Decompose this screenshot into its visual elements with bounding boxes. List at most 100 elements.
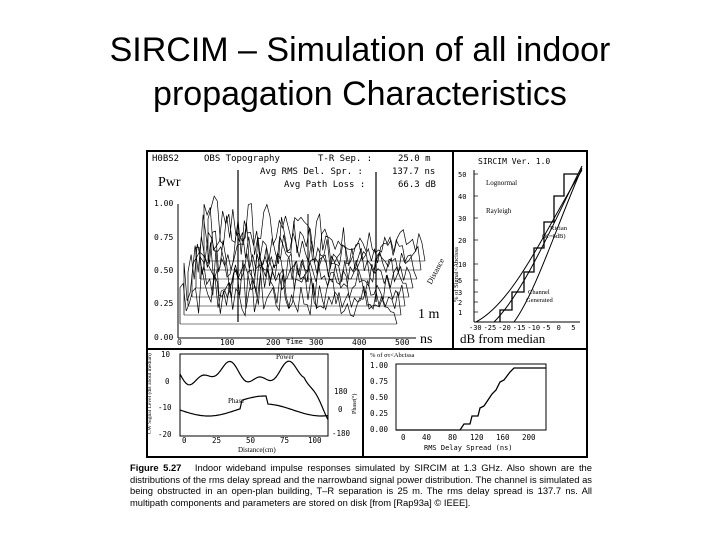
rms-delay-value: 137.7 ns bbox=[392, 167, 436, 177]
y-tick-1: 1.00 bbox=[154, 199, 174, 208]
pp-left-axis-label: CW Signal Level (dB about median) bbox=[148, 353, 153, 434]
cdf-y-tick: 2 bbox=[458, 299, 462, 307]
figure-caption: Figure 5.27 Indoor wideband impulse resp… bbox=[130, 462, 592, 508]
x-tick-0: 0 bbox=[177, 338, 182, 347]
rms-y-1: 1.00 bbox=[370, 361, 389, 370]
path-loss-label: Avg Path Loss : bbox=[284, 180, 366, 190]
x-mid-label: Time bbox=[286, 338, 303, 346]
rms-cdf-curve bbox=[396, 367, 546, 431]
tr-sep-label: T-R Sep. : bbox=[318, 154, 373, 164]
pp-x-label: Distance(cm) bbox=[238, 446, 276, 454]
cdf-y-label: % of Signal<Abcissa bbox=[454, 247, 460, 302]
rms-y-4: 0.25 bbox=[370, 409, 389, 418]
cdf-x-tick: -15 bbox=[513, 324, 526, 332]
signal-cdf-panel: 50 40 30 20 10 5 3 2 1 -30 -25 -20 -15 -10 -5 0 5 SIRCIM… bbox=[454, 152, 586, 348]
label-generated: Generated bbox=[526, 297, 553, 304]
figure-label: Figure 5.27 bbox=[130, 462, 182, 473]
pp-phase-180: 180 bbox=[334, 387, 348, 396]
cdf-y-tick: 10 bbox=[458, 261, 466, 269]
pp-tick-m20: -20 bbox=[158, 430, 172, 439]
rms-x-200: 200 bbox=[522, 433, 536, 442]
label-channel: Channel bbox=[528, 289, 550, 296]
x-tick-100: 100 bbox=[220, 338, 235, 347]
y-tick-4: 0.25 bbox=[154, 299, 174, 308]
cdf-x-tick: -20 bbox=[498, 324, 511, 332]
y-axis-title: Pwr bbox=[158, 175, 181, 190]
caption-text: Indoor wideband impulse responses simula… bbox=[130, 462, 592, 508]
rms-cdf-plot bbox=[395, 363, 547, 431]
rms-x-0: 0 bbox=[401, 433, 406, 442]
impulse-trace-2 bbox=[183, 251, 402, 316]
cdf-y-tick: 30 bbox=[458, 215, 466, 223]
phase-trace bbox=[179, 395, 329, 417]
signal-cdf-plot: 50 40 30 20 10 5 3 2 1 -30 -25 -20 -15 -10 -5 0 5 bbox=[458, 165, 583, 332]
pp-x-25: 25 bbox=[212, 436, 222, 445]
cdf-x-tick: -5 bbox=[542, 324, 550, 332]
pp-tick-10: 10 bbox=[161, 350, 171, 359]
cdf-curve-generated bbox=[499, 173, 578, 322]
label-rayleigh: Rayleigh bbox=[486, 207, 512, 215]
rms-y-label: % of στ<Abcissa bbox=[370, 352, 415, 359]
cdf-y-tick: 3 bbox=[458, 289, 462, 297]
rms-cdf-panel: % of στ<Abcissa 1.00 0.75 0.50 0.25 0.00… bbox=[364, 350, 586, 456]
impulse-response-plot bbox=[177, 170, 426, 339]
power-phase-panel: CW Signal Level (dB about median) 10 0 -… bbox=[148, 350, 362, 456]
panel-header: OBS Topography bbox=[204, 154, 280, 164]
cdf-x-tick: -10 bbox=[527, 324, 540, 332]
pp-phase-label: Phase bbox=[228, 397, 245, 405]
y-tick-5: 0.00 bbox=[154, 333, 174, 342]
cdf-y-tick: 40 bbox=[458, 193, 466, 201]
x-tick-200: 200 bbox=[266, 338, 281, 347]
rms-x-120: 120 bbox=[470, 433, 484, 442]
x-unit-label: ns bbox=[420, 332, 433, 347]
pp-x-50: 50 bbox=[246, 436, 256, 445]
slide-title-line2: propagation Characteristics bbox=[153, 75, 567, 113]
rms-y-5: 0.00 bbox=[370, 425, 389, 434]
cdf-x-tick: -30 bbox=[469, 324, 482, 332]
cdf-x-label: dB from median bbox=[460, 331, 546, 346]
distance-unit-label: 1 m bbox=[418, 307, 440, 322]
x-tick-400: 400 bbox=[352, 338, 367, 347]
cdf-x-tick: 0 bbox=[557, 324, 561, 332]
pp-frame bbox=[179, 353, 329, 437]
cdf-y-tick: 1 bbox=[458, 309, 462, 317]
cdf-title: SIRCIM Ver. 1.0 bbox=[478, 157, 551, 166]
tr-sep-value: 25.0 m bbox=[398, 154, 431, 164]
pp-phase-0: 0 bbox=[338, 405, 343, 414]
slide-title: SIRCIM – Simulation of all indoor propag… bbox=[40, 28, 680, 116]
slide-title-line1: SIRCIM – Simulation of all indoor bbox=[109, 31, 611, 69]
rms-x-160: 160 bbox=[496, 433, 510, 442]
simulation-figure: H0BS2 OBS Topography T-R Sep. : 25.0 m A… bbox=[146, 150, 588, 458]
rms-x-80: 80 bbox=[448, 433, 458, 442]
label-lognormal: Lognormal bbox=[486, 179, 518, 187]
y-tick-3: 0.50 bbox=[154, 266, 174, 275]
path-loss-value: 66.3 dB bbox=[398, 180, 436, 190]
cdf-y-tick: 20 bbox=[458, 237, 466, 245]
pp-x-0: 0 bbox=[182, 436, 187, 445]
panel-id: H0BS2 bbox=[152, 154, 180, 164]
cdf-y-tick: 50 bbox=[458, 171, 466, 179]
pp-tick-m10: -10 bbox=[158, 403, 172, 412]
rms-y-2: 0.75 bbox=[370, 377, 389, 386]
x-tick-300: 300 bbox=[309, 338, 324, 347]
label-rician-k: (K=6dB) bbox=[542, 233, 566, 240]
impulse-trace-7 bbox=[203, 204, 422, 271]
pp-x-75: 75 bbox=[280, 436, 290, 445]
rms-frame bbox=[395, 363, 547, 431]
pp-right-axis-label: Phase(°) bbox=[352, 393, 358, 414]
pp-phase-m180: -180 bbox=[332, 429, 351, 438]
x-tick-500: 500 bbox=[395, 338, 410, 347]
cdf-curve-rician bbox=[513, 167, 583, 323]
impulse-trace-6 bbox=[199, 214, 418, 280]
y-tick-2: 0.75 bbox=[154, 233, 174, 242]
rms-x-label: RMS Delay Spread (ns) bbox=[424, 444, 513, 452]
pp-x-100: 100 bbox=[308, 436, 322, 445]
impulse-trace-8 bbox=[207, 195, 426, 262]
cdf-x-tick: -25 bbox=[484, 324, 497, 332]
pp-power-label: Power bbox=[276, 353, 294, 361]
power-trace bbox=[179, 360, 329, 420]
rms-y-3: 0.50 bbox=[370, 393, 389, 402]
cdf-y-tick: 5 bbox=[458, 277, 462, 285]
impulse-response-panel: H0BS2 OBS Topography T-R Sep. : 25.0 m A… bbox=[148, 152, 452, 348]
rms-delay-label: Avg RMS Del. Spr. : bbox=[260, 167, 363, 177]
